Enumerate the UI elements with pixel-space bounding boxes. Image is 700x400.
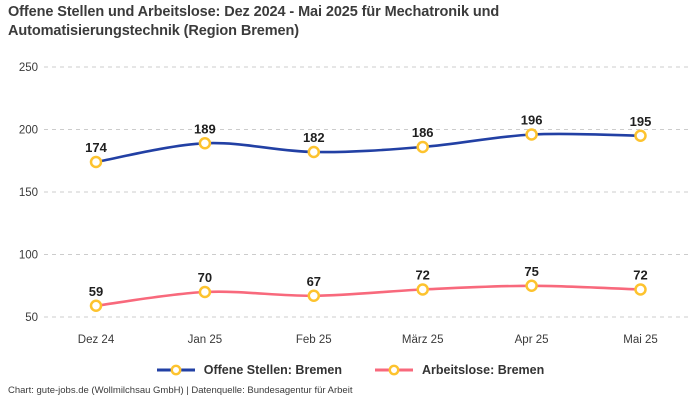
data-point-marker[interactable] — [89, 299, 103, 312]
chart-title-line1: Offene Stellen und Arbeitslose: Dez 2024… — [8, 4, 500, 20]
y-tick-label: 50 — [25, 312, 38, 324]
data-point-label: 72 — [415, 268, 429, 283]
data-point-marker[interactable] — [307, 289, 321, 302]
series-line — [94, 132, 642, 164]
legend-item-offene-stellen[interactable]: Offene Stellen: Bremen — [156, 363, 342, 377]
x-tick-label: Mai 25 — [623, 334, 658, 346]
data-point-label: 70 — [198, 270, 212, 285]
x-tick-label: Jan 25 — [188, 334, 223, 346]
x-tick-label: Apr 25 — [515, 334, 549, 346]
data-point-marker[interactable] — [634, 283, 647, 296]
chart-title-line2: Automatisierungstechnik (Region Bremen) — [8, 23, 299, 40]
data-point-label: 72 — [633, 268, 647, 283]
series-line — [94, 284, 642, 308]
chart-title: Offene Stellen und Arbeitslose: Dez 2024… — [8, 3, 608, 41]
data-point-marker[interactable] — [89, 155, 103, 169]
data-point-marker[interactable] — [198, 285, 212, 299]
data-point-label: 174 — [85, 140, 107, 155]
data-point-label: 189 — [194, 121, 216, 136]
legend-line-marker-icon — [374, 364, 413, 376]
data-point-marker[interactable] — [525, 128, 538, 141]
data-point-marker[interactable] — [198, 137, 212, 150]
data-point-marker[interactable] — [307, 145, 321, 159]
data-point-label: 186 — [412, 125, 434, 140]
line-chart: 50 100 150 200 250 Dez 24 Jan 25 Feb 25 März 25 A… — [19, 62, 690, 346]
x-tick-label: März 25 — [402, 334, 444, 346]
data-point-label: 195 — [630, 114, 652, 129]
legend-line-marker-icon — [156, 364, 195, 376]
chart-attribution: Chart: gute-jobs.de (Wollmilchsau GmbH) … — [8, 385, 353, 396]
chart-legend: Offene Stellen: Bremen Arbeitslose: Brem… — [0, 359, 700, 381]
y-tick-label: 200 — [19, 125, 38, 137]
data-point-marker[interactable] — [416, 283, 429, 296]
y-tick-label: 250 — [19, 62, 38, 74]
data-point-label: 196 — [521, 113, 543, 128]
y-tick-label: 150 — [19, 187, 38, 199]
y-tick-label: 100 — [19, 250, 38, 262]
data-point-marker[interactable] — [416, 140, 429, 154]
x-tick-label: Dez 24 — [78, 334, 115, 346]
legend-label-offene-stellen: Offene Stellen: Bremen — [203, 363, 342, 377]
legend-item-arbeitslose[interactable]: Arbeitslose: Bremen — [374, 363, 544, 377]
data-point-label: 182 — [303, 130, 325, 145]
legend-label-arbeitslose: Arbeitslose: Bremen — [421, 363, 545, 377]
data-point-marker[interactable] — [634, 129, 647, 142]
data-point-label: 75 — [524, 264, 538, 279]
data-point-marker[interactable] — [525, 279, 538, 292]
data-point-label: 59 — [89, 284, 103, 299]
data-point-label: 67 — [307, 274, 321, 289]
x-tick-label: Feb 25 — [296, 334, 332, 346]
